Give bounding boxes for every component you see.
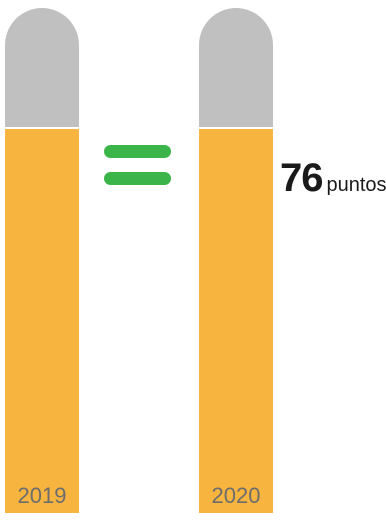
bar-2020-empty-portion bbox=[199, 8, 273, 127]
category-label-2019: 2019 bbox=[17, 483, 67, 508]
category-label-2020: 2020 bbox=[211, 483, 261, 508]
bar-2019: 2019 bbox=[5, 8, 79, 513]
data-label-2020: 76 puntos bbox=[280, 156, 386, 201]
data-label-unit: puntos bbox=[326, 174, 386, 196]
equals-sign-bottom-line bbox=[104, 172, 171, 185]
bar-2020-fill bbox=[199, 129, 273, 513]
bar-2019-fill bbox=[5, 129, 79, 513]
bar-2019-empty-portion bbox=[5, 8, 79, 127]
equals-sign-top-line bbox=[104, 145, 171, 158]
bar-2020: 2020 bbox=[199, 8, 273, 513]
data-label-value: 76 bbox=[280, 156, 323, 200]
